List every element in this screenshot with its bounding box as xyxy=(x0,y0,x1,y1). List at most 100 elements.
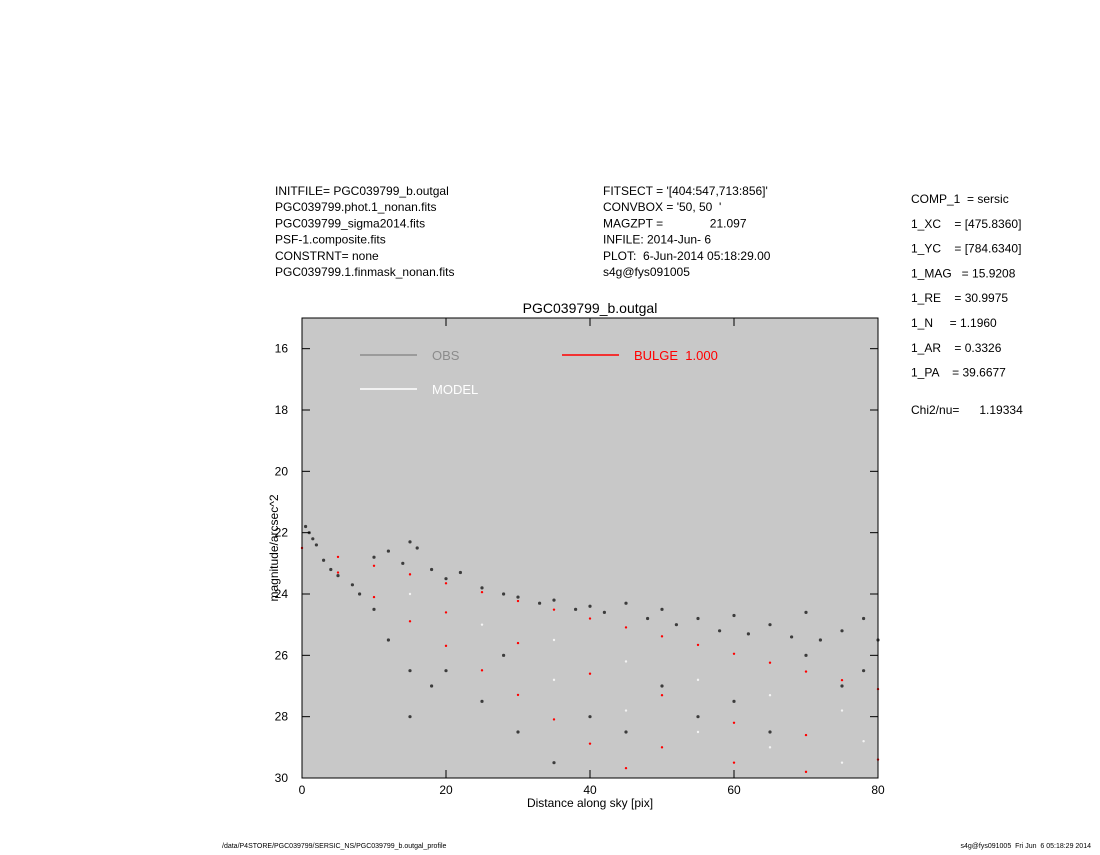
point xyxy=(588,604,592,608)
footer-right: s4g@fys091005 Fri Jun 6 05:18:29 2014 xyxy=(961,843,1092,850)
param-line: 1_YC = [784.6340] xyxy=(911,242,1021,256)
point xyxy=(862,616,866,621)
point xyxy=(732,652,736,655)
point xyxy=(660,684,664,688)
x-tick-label: 20 xyxy=(439,783,453,797)
legend-label: OBS xyxy=(432,348,460,363)
point xyxy=(480,699,484,703)
point xyxy=(840,761,844,764)
point xyxy=(480,623,484,626)
header-mid-line: s4g@fys091005 xyxy=(603,265,690,279)
param-line: 1_PA = 39.6677 xyxy=(911,366,1006,380)
point xyxy=(408,592,412,596)
point xyxy=(552,678,556,682)
point xyxy=(444,611,448,614)
point xyxy=(840,684,844,688)
y-tick-label: 22 xyxy=(275,526,289,540)
footer-left: /data/P4STORE/PGC039799/SERSIC_NS/PGC039… xyxy=(222,843,447,850)
point xyxy=(624,626,628,629)
point xyxy=(588,617,592,620)
point xyxy=(674,623,679,627)
header-mid-line: INFILE: 2014-Jun- 6 xyxy=(603,233,711,247)
y-axis-label: magnitude/arcsec^2 xyxy=(267,494,281,601)
point xyxy=(696,730,700,734)
point xyxy=(350,583,354,587)
point xyxy=(444,577,448,581)
point xyxy=(516,693,520,697)
point xyxy=(660,607,664,611)
header-left-line: PSF-1.composite.fits xyxy=(275,233,386,247)
header-left-line: PGC039799.1.finmask_nonan.fits xyxy=(275,265,454,279)
point xyxy=(552,761,556,765)
point xyxy=(696,678,700,682)
point xyxy=(372,595,376,599)
point xyxy=(329,567,333,572)
x-tick-label: 60 xyxy=(727,783,741,797)
point xyxy=(502,653,506,657)
legend-label: MODEL xyxy=(432,382,478,397)
point xyxy=(696,643,700,647)
point xyxy=(732,721,736,724)
point xyxy=(322,558,326,562)
point xyxy=(602,610,607,615)
point xyxy=(660,635,664,638)
point xyxy=(372,564,376,567)
point xyxy=(458,570,462,575)
point xyxy=(840,678,844,682)
point xyxy=(502,592,506,596)
point xyxy=(372,607,376,611)
point xyxy=(840,709,844,712)
point xyxy=(696,715,700,719)
point xyxy=(862,740,865,743)
y-tick-label: 18 xyxy=(275,403,289,417)
point xyxy=(862,669,866,673)
point xyxy=(624,660,628,663)
header-mid-line: PLOT: 6-Jun-2014 05:18:29.00 xyxy=(603,249,771,263)
point xyxy=(408,540,412,544)
point xyxy=(624,709,628,712)
x-tick-label: 40 xyxy=(583,783,597,797)
point xyxy=(646,616,650,621)
point xyxy=(732,761,736,764)
point xyxy=(768,623,772,627)
x-tick-label: 80 xyxy=(871,783,885,797)
point xyxy=(660,694,664,697)
point xyxy=(768,746,772,749)
point xyxy=(415,546,419,550)
y-tick-label: 16 xyxy=(275,342,289,356)
point xyxy=(552,718,556,721)
point xyxy=(746,632,751,636)
point xyxy=(408,669,412,673)
point xyxy=(804,770,808,774)
point xyxy=(732,699,736,703)
point xyxy=(516,595,520,599)
x-axis-label: Distance along sky [pix] xyxy=(527,796,653,810)
point xyxy=(768,730,772,734)
point xyxy=(624,601,628,605)
plot-area xyxy=(302,318,878,778)
point xyxy=(538,601,542,605)
point xyxy=(624,730,628,734)
point xyxy=(552,638,556,642)
point xyxy=(304,524,308,529)
point xyxy=(408,573,412,576)
point xyxy=(804,670,808,673)
y-tick-label: 24 xyxy=(275,587,289,601)
point xyxy=(336,571,340,574)
header-left-line: CONSTRNT= none xyxy=(275,249,379,263)
header-mid-line: FITSECT = '[404:547,713:856]' xyxy=(603,184,768,198)
param-line: 1_XC = [475.8360] xyxy=(911,217,1021,231)
point xyxy=(408,620,412,623)
point xyxy=(588,672,592,675)
point xyxy=(480,590,484,594)
point xyxy=(696,616,700,621)
point xyxy=(386,549,390,553)
point xyxy=(660,746,664,749)
point xyxy=(516,599,520,603)
point xyxy=(818,638,823,642)
point xyxy=(311,537,315,541)
point xyxy=(588,715,592,719)
point xyxy=(372,555,376,559)
x-tick-label: 0 xyxy=(299,783,306,797)
point xyxy=(588,742,592,745)
